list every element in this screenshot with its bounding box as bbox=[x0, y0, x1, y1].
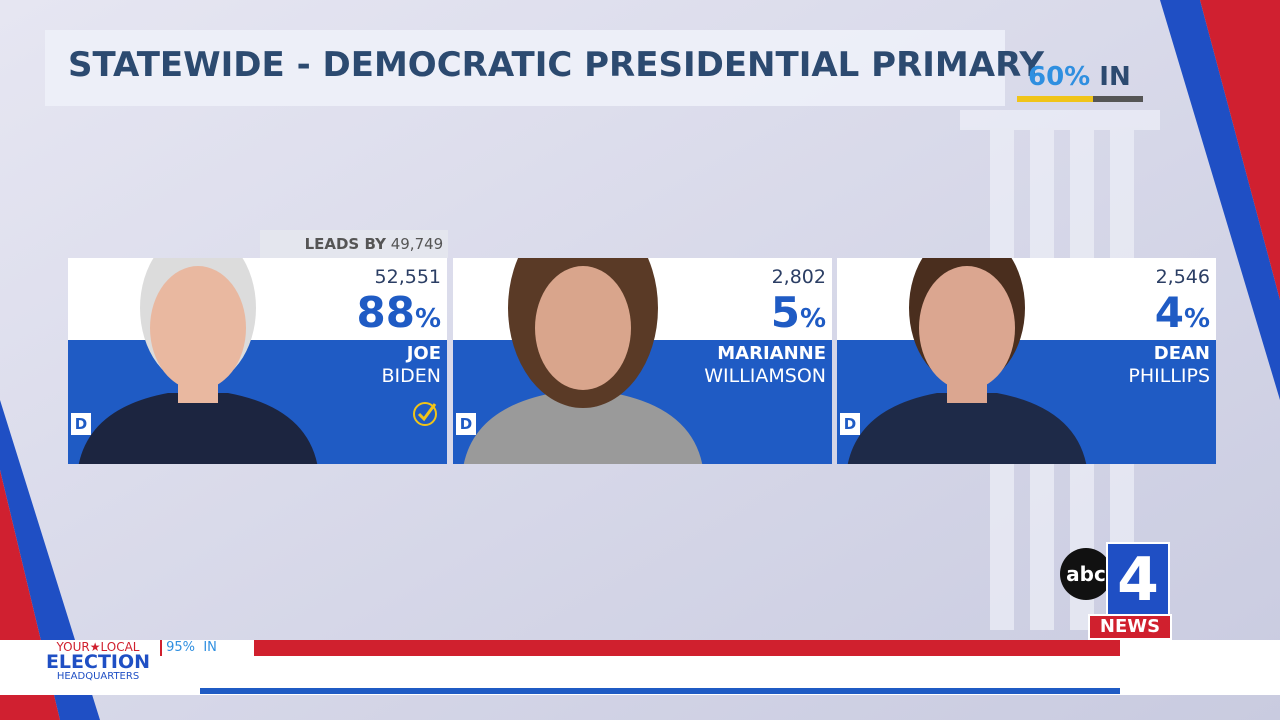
reporting-pct: 60% bbox=[1028, 62, 1091, 92]
party-badge: D bbox=[71, 413, 91, 435]
vote-count: 2,546 bbox=[1155, 266, 1210, 288]
brand-bottom: HEADQUARTERS bbox=[56, 671, 140, 682]
vote-count: 2,802 bbox=[771, 266, 826, 288]
brand-local: LOCAL bbox=[100, 640, 140, 654]
percent-number: 4 bbox=[1154, 288, 1184, 337]
reporting: 60% IN bbox=[1028, 62, 1131, 92]
title: STATEWIDE - DEMOCRATIC PRESIDENTIAL PRIM… bbox=[68, 45, 1045, 85]
percent-number: 88 bbox=[356, 288, 415, 337]
title-bar bbox=[45, 30, 1005, 106]
logo-news: NEWS bbox=[1088, 614, 1172, 640]
party-badge: D bbox=[840, 413, 860, 435]
percent-sign: % bbox=[414, 304, 441, 334]
candidate-photo bbox=[78, 258, 318, 464]
brand-top: YOUR bbox=[56, 640, 90, 654]
progress-done bbox=[1017, 96, 1093, 102]
candidate-card: 52,551 88% JOE BIDEN D bbox=[68, 258, 447, 464]
first-name: JOE bbox=[406, 343, 441, 364]
percent-number: 5 bbox=[770, 288, 800, 337]
last-name: PHILLIPS bbox=[1128, 365, 1210, 387]
percent-sign: % bbox=[1183, 304, 1210, 334]
progress-rest bbox=[1093, 96, 1143, 102]
party-badge: D bbox=[456, 413, 476, 435]
ticker-strip bbox=[160, 640, 1120, 656]
candidate-card: 2,546 4% DEAN PHILLIPS D bbox=[837, 258, 1216, 464]
brand-star: ★ bbox=[89, 640, 101, 654]
logo-abc: abc bbox=[1060, 548, 1112, 600]
first-name: MARIANNE bbox=[717, 343, 826, 364]
ticker-suffix: IN bbox=[203, 640, 217, 655]
vote-percent: 5% bbox=[771, 288, 826, 337]
reporting-suffix: IN bbox=[1099, 62, 1131, 92]
leads-box: LEADS BY 49,749 bbox=[260, 230, 448, 258]
ticker-pct: 95% bbox=[166, 640, 196, 655]
candidate-photo bbox=[847, 258, 1087, 464]
last-name: BIDEN bbox=[381, 365, 442, 387]
last-name: WILLIAMSON bbox=[704, 365, 826, 387]
logo-channel: 4 bbox=[1106, 542, 1170, 618]
candidate-card: 2,802 5% MARIANNE WILLIAMSON D bbox=[453, 258, 832, 464]
candidate-photo bbox=[463, 258, 703, 464]
ticker-reporting: 95% IN bbox=[162, 640, 254, 656]
brand: YOUR★LOCAL ELECTION HEADQUARTERS bbox=[42, 641, 154, 682]
vote-percent: 4% bbox=[1155, 288, 1210, 337]
vote-count: 52,551 bbox=[374, 266, 441, 288]
brand-main: ELECTION bbox=[45, 651, 151, 673]
vote-percent: 88% bbox=[356, 288, 441, 337]
first-name: DEAN bbox=[1153, 343, 1210, 364]
leads-margin: 49,749 bbox=[390, 235, 444, 253]
percent-sign: % bbox=[799, 304, 826, 334]
leads-label: LEADS BY bbox=[304, 235, 386, 253]
winner-check bbox=[413, 402, 437, 426]
ticker-underline bbox=[200, 688, 1120, 694]
